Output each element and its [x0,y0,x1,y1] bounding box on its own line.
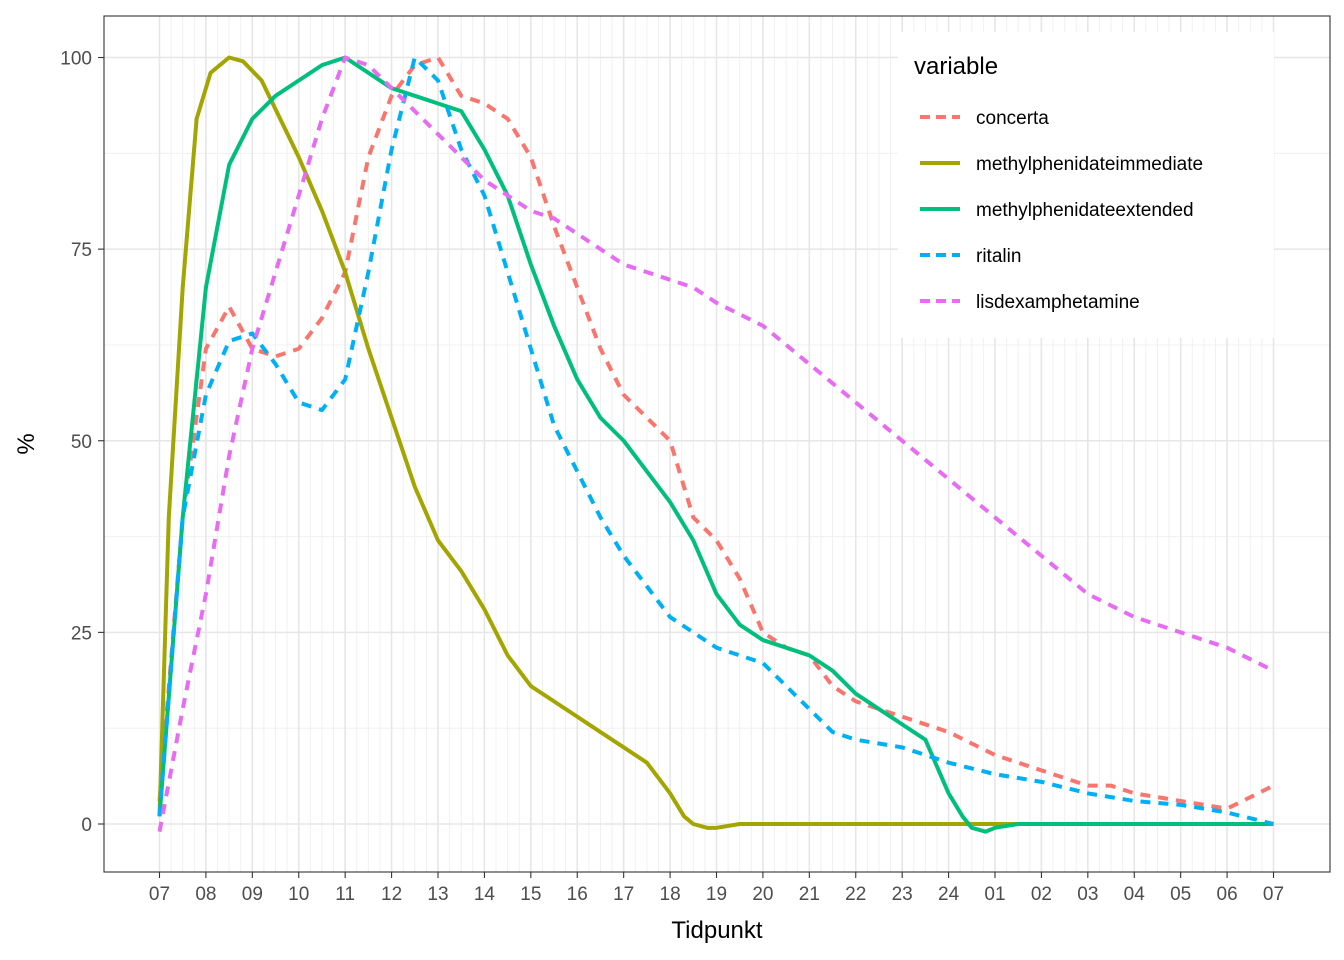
legend: variable concerta methylphenidateimmediate… [898,32,1274,338]
legend-title: variable [914,53,998,80]
x-tick-label: 11 [335,884,355,905]
x-tick-label: 08 [195,884,216,905]
x-tick-label: 17 [613,884,634,905]
series-line-methylphenidateimmediate [157,55,1274,830]
x-tick-label: 23 [892,884,913,905]
x-tick-label: 19 [706,884,727,905]
x-tick-label: 02 [1031,884,1052,905]
x-tick-label: 16 [567,884,588,905]
x-tick-label: 18 [660,884,681,905]
axes: 07 08 09 10 11 12 13 14 15 16 17 18 19 20 21 22 23 24 01 02… [60,49,1284,906]
x-tick-label: 04 [1124,884,1146,905]
y-tick-label: 100 [60,49,92,70]
x-tick-label: 20 [752,884,773,905]
y-tick-label: 0 [81,815,92,836]
x-tick-label: 24 [938,884,960,905]
series-line-ritalin [157,55,1274,826]
x-tick-label: 12 [381,884,402,905]
x-axis-title: Tidpunkt [671,917,762,944]
legend-label-ritalin: ritalin [976,246,1021,267]
x-tick-label: 07 [1263,884,1284,905]
legend-label-lisdexamphetamine: lisdexamphetamine [976,292,1140,313]
x-tick-label: 05 [1170,884,1191,905]
series-line-lisdexamphetamine [157,55,1275,833]
x-tick-label: 09 [242,884,263,905]
x-tick-label: 22 [845,884,866,905]
y-axis-title: % [13,433,40,454]
x-tick-label: 06 [1217,884,1238,905]
legend-box [898,32,1274,338]
x-tick-label: 03 [1077,884,1098,905]
x-tick-label: 15 [520,884,541,905]
legend-label-concerta: concerta [976,108,1049,129]
legend-label-methylphenidateextended: methylphenidateextended [976,200,1194,221]
y-tick-label: 75 [71,240,92,261]
x-tick-label: 10 [288,884,309,905]
x-tick-label: 13 [427,884,448,905]
y-tick-label: 25 [71,623,92,644]
series-lines [157,55,1275,834]
x-tick-label: 01 [984,884,1005,905]
y-tick-label: 50 [71,432,92,453]
x-tick-label: 21 [799,884,820,905]
x-tick-label: 14 [474,884,496,905]
series-line-concerta [157,55,1275,811]
x-tick-label: 07 [149,884,170,905]
legend-label-methylphenidateimmediate: methylphenidateimmediate [976,154,1203,175]
